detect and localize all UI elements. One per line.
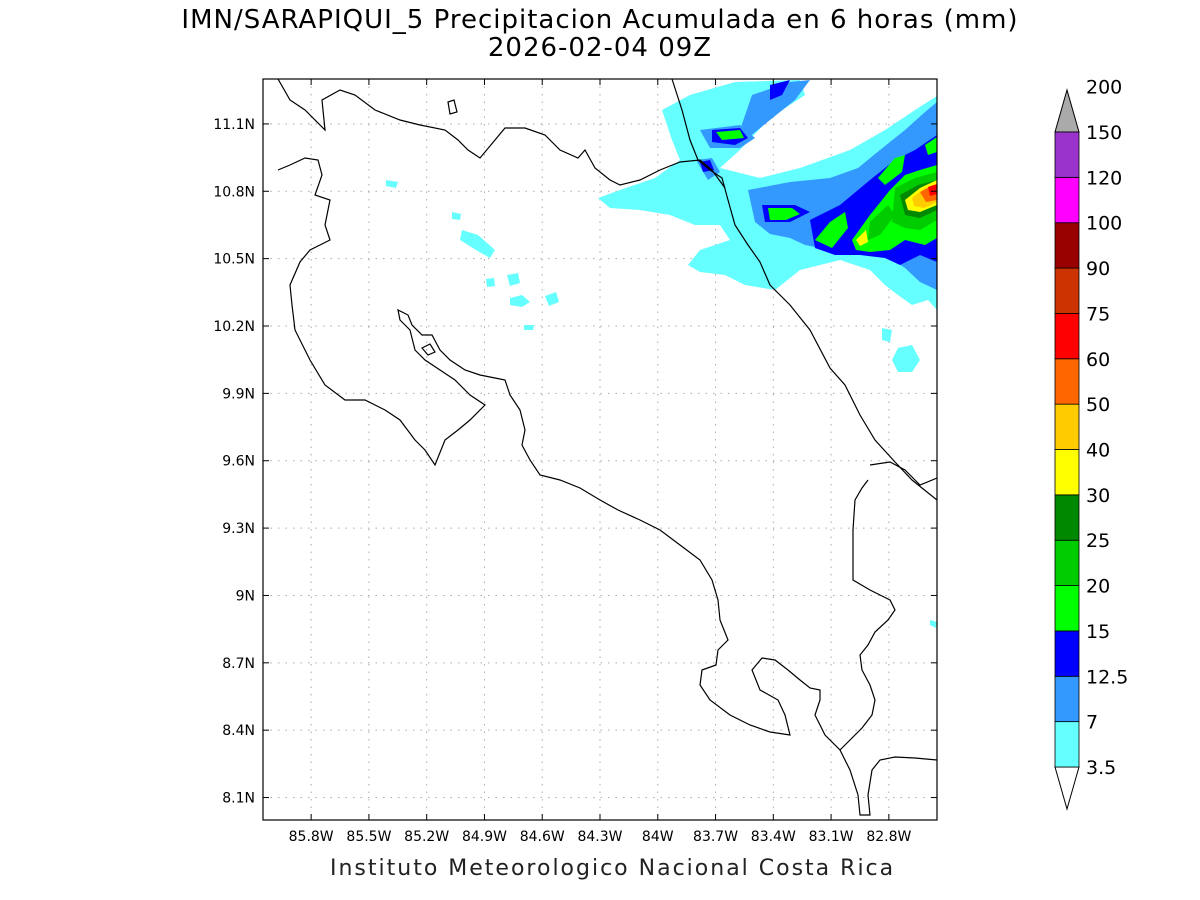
colorbar-segment xyxy=(1054,585,1080,632)
coastlines xyxy=(277,79,937,816)
lat-tick-label: 9.9N xyxy=(222,386,255,402)
colorbar-label: 90 xyxy=(1086,258,1110,280)
precip-area-15 xyxy=(815,212,848,248)
lon-tick-label: 84W xyxy=(642,829,674,845)
colorbar-segment xyxy=(1054,176,1080,224)
colorbar-segment xyxy=(1054,358,1080,405)
precip-area-15 xyxy=(925,137,937,155)
colorbar-under-triangle xyxy=(1054,766,1080,811)
lat-tick-label: 9N xyxy=(236,588,255,604)
colorbar: 3.5 7 12.5 15 20 25 30 40 50 60 75 90 100 120 150 200 xyxy=(1054,77,1128,811)
panama-border xyxy=(869,461,937,486)
lon-tick-label: 82.8W xyxy=(866,829,911,845)
lat-tick-label: 9.6N xyxy=(222,454,255,470)
lon-tick-label: 85.8W xyxy=(289,829,334,845)
colorbar-label: 60 xyxy=(1086,349,1110,371)
colorbar-label: 120 xyxy=(1086,167,1122,189)
precip-area-3.5 xyxy=(452,212,461,220)
colorbar-label: 75 xyxy=(1086,303,1110,325)
precip-area-15 xyxy=(716,130,744,140)
colorbar-segment xyxy=(1054,494,1080,541)
precip-area-3.5 xyxy=(892,345,920,372)
colorbar-segment xyxy=(1054,131,1080,178)
precip-area-30 xyxy=(856,230,868,246)
axis-ticks: 85.8W 85.5W 85.2W 84.9W 84.6W 84.3W 84W 83.7W 83… xyxy=(213,79,937,845)
colorbar-label: 25 xyxy=(1086,530,1110,552)
colorbar-over-triangle xyxy=(1054,88,1080,133)
lake-island xyxy=(447,99,458,115)
precip-area-3.5 xyxy=(524,325,534,330)
lon-tick-label: 84.6W xyxy=(520,829,565,845)
nicaragua-costa-rica-border xyxy=(277,79,726,189)
precip-area-15 xyxy=(768,208,800,220)
pacific-coast xyxy=(277,157,937,816)
colorbar-label: 7 xyxy=(1086,712,1098,734)
precip-area-3.5 xyxy=(930,620,937,628)
colorbar-label: 12.5 xyxy=(1086,666,1128,688)
precip-area-3.5 xyxy=(486,278,495,287)
lat-tick-label: 10.5N xyxy=(213,252,255,268)
colorbar-segment xyxy=(1054,403,1080,450)
precip-area-60 xyxy=(928,184,937,196)
precip-area-3.5 xyxy=(507,273,520,286)
precip-area-12.5 xyxy=(770,80,790,100)
lat-tick-label: 8.4N xyxy=(222,723,255,739)
colorbar-label: 3.5 xyxy=(1086,757,1116,779)
lon-tick-label: 83.4W xyxy=(751,829,796,845)
colorbar-label: 50 xyxy=(1086,394,1110,416)
colorbar-label: 15 xyxy=(1086,621,1110,643)
colorbar-segment xyxy=(1054,267,1080,314)
precip-area-20 xyxy=(868,205,895,240)
colorbar-segment xyxy=(1054,449,1080,496)
precipitation-field xyxy=(386,80,937,628)
lon-tick-label: 84.9W xyxy=(462,829,507,845)
colorbar-segment xyxy=(1054,313,1080,360)
precip-area-3.5 xyxy=(460,230,495,258)
gulf-island xyxy=(421,343,436,356)
precip-area-15 xyxy=(878,155,905,185)
lon-tick-label: 83.1W xyxy=(809,829,854,845)
lon-tick-label: 85.2W xyxy=(404,829,449,845)
colorbar-label: 150 xyxy=(1086,122,1122,144)
chart-datetime: 2026-02-04 09Z xyxy=(487,33,713,63)
lon-tick-label: 84.3W xyxy=(577,829,622,845)
footer-credit: Instituto Meteorologico Nacional Costa R… xyxy=(330,856,896,881)
colorbar-label: 20 xyxy=(1086,576,1110,598)
precip-area-3.5 xyxy=(386,180,398,188)
precip-area-3.5 xyxy=(882,328,892,342)
caribbean-coast xyxy=(671,79,937,501)
colorbar-label: 200 xyxy=(1086,77,1122,99)
colorbar-segment xyxy=(1054,721,1080,768)
chart-title: IMN/SARAPIQUI_5 Precipitacion Acumulada … xyxy=(181,5,1019,35)
lat-tick-label: 9.3N xyxy=(222,521,255,537)
colorbar-segment xyxy=(1054,675,1080,723)
colorbar-segment xyxy=(1054,630,1080,677)
lat-tick-label: 10.8N xyxy=(213,184,255,200)
colorbar-label: 100 xyxy=(1086,213,1122,235)
colorbar-label: 30 xyxy=(1086,485,1110,507)
colorbar-segment xyxy=(1054,222,1080,269)
lat-tick-label: 8.1N xyxy=(222,791,255,807)
precip-area-3.5 xyxy=(545,292,559,306)
colorbar-label: 40 xyxy=(1086,440,1110,462)
lon-tick-label: 83.7W xyxy=(693,829,738,845)
lat-tick-label: 8.7N xyxy=(222,656,255,672)
precip-area-7 xyxy=(740,80,810,138)
colorbar-segment xyxy=(1054,539,1080,586)
panama-border-inland xyxy=(839,479,896,751)
lat-tick-label: 11.1N xyxy=(213,117,255,133)
lon-tick-label: 85.5W xyxy=(346,829,391,845)
lat-tick-label: 10.2N xyxy=(213,319,255,335)
precip-area-3.5 xyxy=(510,295,530,307)
